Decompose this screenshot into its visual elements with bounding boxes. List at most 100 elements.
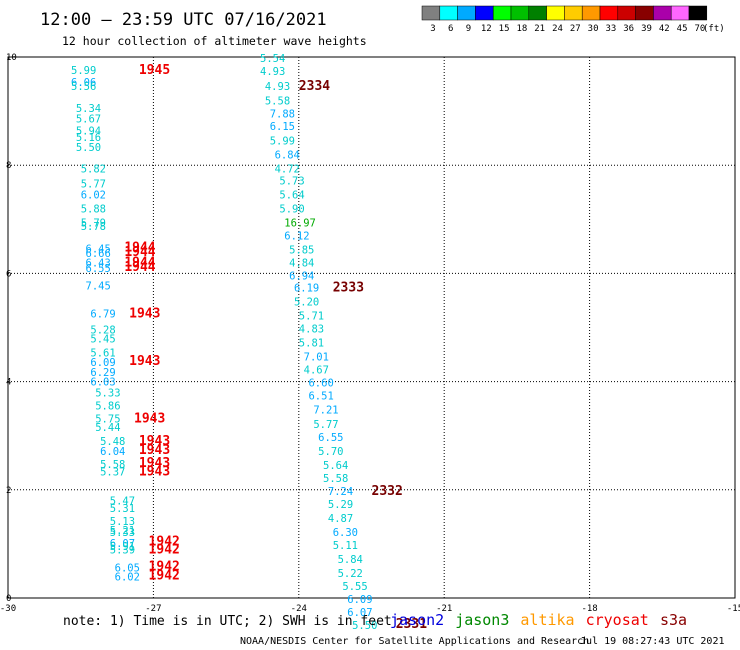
colorbar-swatch	[546, 5, 565, 21]
swh-value-label: 5.61	[90, 347, 115, 359]
y-tick-label: 0	[6, 594, 11, 604]
pass-time-label: 1942	[149, 535, 180, 550]
swh-value-label: 5.91	[110, 541, 135, 553]
swh-value-label: 7.88	[270, 108, 295, 120]
swh-value-label: 5.33	[110, 527, 135, 539]
swh-value-label: 5.82	[81, 163, 106, 175]
swh-value-label: 4.67	[304, 365, 329, 377]
swh-value-label: 5.11	[333, 540, 358, 552]
swh-value-label: 4.87	[328, 513, 353, 525]
swh-value-label: 6.09	[90, 357, 115, 369]
colorbar-label: 33	[605, 24, 616, 34]
colorbar-swatch	[421, 5, 441, 21]
pass-time-label: 1942	[149, 568, 180, 583]
swh-value-label: 5.44	[95, 422, 120, 434]
x-tick-label: -18	[581, 604, 597, 614]
legend-jason2: jason2	[390, 611, 444, 629]
pass-time-label: 1943	[139, 464, 170, 479]
pass-time-label: 1944	[124, 256, 155, 271]
swh-value-label: 5.86	[95, 400, 120, 412]
colorbar-label: 3	[430, 24, 435, 34]
pass-time-label: 1943	[139, 434, 170, 449]
swh-value-label: 4.84	[289, 258, 314, 270]
pass-time-label: 1945	[139, 63, 170, 78]
swh-value-label: 5.90	[279, 203, 304, 215]
colorbar-swatch	[564, 5, 583, 21]
swh-value-label: 6.02	[81, 189, 106, 201]
colorbar-swatch	[492, 5, 512, 21]
swh-value-label: 6.05	[115, 563, 140, 575]
swh-value-label: 5.48	[100, 436, 125, 448]
colorbar-swatch	[670, 5, 690, 21]
pass-time-label: 1944	[124, 245, 155, 260]
swh-value-label: 5.34	[76, 103, 101, 115]
swh-value-label: 6.06	[71, 77, 96, 89]
swh-value-label: 5.77	[81, 179, 106, 191]
pass-time-label: 1944	[124, 240, 155, 255]
pass-time-label: 1942	[149, 542, 180, 557]
chart-title: 12:00 – 23:59 UTC 07/16/2021	[40, 10, 327, 30]
swh-value-label: 5.99	[270, 135, 295, 147]
swh-value-label: 4.93	[265, 81, 290, 93]
pass-time-label: 1943	[139, 443, 170, 458]
legend-s3a: s3a	[660, 611, 687, 629]
colorbar-label: 21	[534, 24, 545, 34]
colorbar-label: 27	[570, 24, 581, 34]
swh-value-label: 5.94	[76, 126, 101, 138]
colorbar-label: 24	[552, 24, 563, 34]
colorbar-swatch	[528, 5, 547, 21]
swh-value-label: 5.50	[76, 142, 101, 154]
pass-time-label: 1943	[134, 411, 165, 426]
colorbar-label: 18	[516, 24, 527, 34]
swh-value-label: 5.99	[71, 65, 96, 77]
colorbar-swatch	[617, 5, 636, 21]
swh-value-label: 6.55	[318, 432, 343, 444]
swh-value-label: 4.93	[260, 66, 285, 78]
legend-cryosat: cryosat	[586, 611, 649, 629]
swh-value-label: 5.47	[110, 496, 135, 508]
footer-timestamp: Jul 19 08:27:43 UTC 2021	[580, 636, 725, 647]
swh-value-label: 6.66	[86, 248, 111, 260]
swh-value-label: 6.45	[86, 244, 111, 256]
colorbar-swatch	[581, 5, 601, 21]
swh-value-label: 5.67	[76, 114, 101, 126]
swh-value-label: 5.50	[352, 620, 377, 632]
colorbar-label: 15	[499, 24, 510, 34]
swh-value-label: 6.19	[294, 282, 319, 294]
swh-value-label: 5.28	[90, 325, 115, 337]
swh-value-label: 6.55	[86, 263, 111, 275]
swh-value-label: 5.31	[110, 503, 135, 515]
swh-value-label: 5.56	[71, 81, 96, 93]
swh-value-label: 6.29	[90, 367, 115, 379]
pass-time-label: 1943	[129, 354, 160, 369]
chart-subtitle: 12 hour collection of altimeter wave hei…	[62, 34, 367, 48]
swh-value-label: 5.37	[100, 466, 125, 478]
swh-value-label: 6.60	[308, 378, 333, 390]
swh-value-label: 5.71	[299, 311, 324, 323]
x-tick-label: -15	[727, 604, 740, 614]
swh-value-label: 6.51	[308, 391, 333, 403]
colorbar-label: 39	[641, 24, 652, 34]
plot-area: -30-27-24-21-18-1502468105.996.065.565.3…	[0, 53, 740, 632]
swh-value-label: 5.22	[338, 568, 363, 580]
x-tick-label: -24	[291, 604, 307, 614]
colorbar-unit: (ft)	[703, 24, 725, 34]
pass-time-label: 1944	[124, 260, 155, 275]
swh-value-label: 5.88	[81, 203, 106, 215]
pass-time-label: 1942	[149, 560, 180, 575]
y-tick-label: 8	[6, 161, 11, 171]
swh-value-label: 5.16	[76, 132, 101, 144]
swh-value-label: 5.70	[318, 446, 343, 458]
swh-value-label: 6.07	[110, 538, 135, 550]
colorbar-swatch	[653, 5, 672, 21]
swh-value-label: 5.33	[95, 387, 120, 399]
swh-value-label: 5.78	[81, 221, 106, 233]
colorbar-label: 6	[448, 24, 453, 34]
colorbar-label: 9	[466, 24, 471, 34]
swh-value-label: 6.12	[284, 231, 309, 243]
colorbar-swatch	[599, 5, 619, 21]
swh-value-label: 6.15	[270, 121, 295, 133]
pass-time-label: 2331	[396, 617, 427, 632]
colorbar-swatch	[688, 5, 708, 21]
